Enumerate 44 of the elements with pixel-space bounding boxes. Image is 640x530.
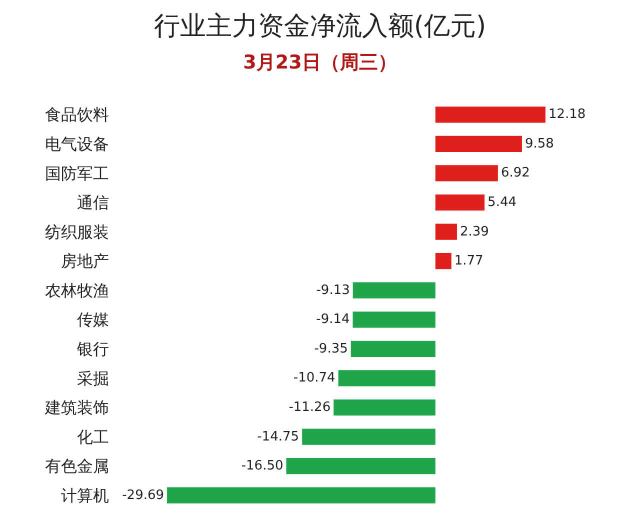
y-tick-label: 食品饮料 (45, 105, 109, 124)
bar (352, 312, 436, 328)
data-label: -9.13 (316, 282, 350, 298)
bar (286, 458, 436, 474)
y-tick-label: 计算机 (61, 486, 109, 505)
y-tick-label: 银行 (76, 340, 109, 359)
y-tick-label: 建筑装饰 (44, 398, 109, 418)
y-tick-label: 传媒 (77, 310, 109, 330)
bar (334, 399, 436, 416)
data-label: -9.14 (316, 312, 350, 328)
data-label: 12.18 (548, 107, 586, 122)
bar (435, 106, 546, 123)
bar (352, 282, 436, 298)
data-label: -14.75 (257, 429, 300, 444)
data-label: 2.39 (460, 224, 489, 240)
bar (350, 340, 436, 357)
y-tick-label: 化工 (77, 427, 109, 446)
bar (338, 370, 436, 386)
y-tick-label: 房地产 (61, 252, 109, 271)
bar (435, 136, 522, 152)
bar (435, 224, 457, 240)
y-tick-label: 农林牧渔 (45, 280, 109, 300)
y-tick-label: 有色金属 (45, 456, 109, 476)
bar (167, 487, 436, 504)
data-label: -11.26 (288, 400, 331, 415)
bar (435, 165, 498, 182)
y-tick-label: 国防军工 (45, 164, 109, 183)
data-label: -29.69 (122, 488, 164, 503)
y-tick-label: 采掘 (77, 368, 109, 388)
chart-subtitle: 3月23日（周三） (243, 51, 397, 74)
data-label: 5.44 (488, 195, 517, 210)
data-label: -9.35 (314, 341, 348, 356)
data-label: -16.50 (241, 458, 284, 474)
bar (435, 253, 452, 270)
data-label: 9.58 (524, 136, 554, 152)
y-tick-label: 通信 (77, 193, 109, 212)
y-tick-label: 纺织服装 (45, 222, 109, 242)
bar (435, 194, 485, 211)
y-tick-label: 电气设备 (45, 134, 109, 154)
bar (302, 428, 436, 445)
chart-title: 行业主力资金净流入额(亿元) (154, 11, 486, 42)
data-label: -10.74 (293, 370, 336, 386)
data-label: 1.77 (454, 254, 484, 269)
data-label: 6.92 (500, 166, 530, 181)
